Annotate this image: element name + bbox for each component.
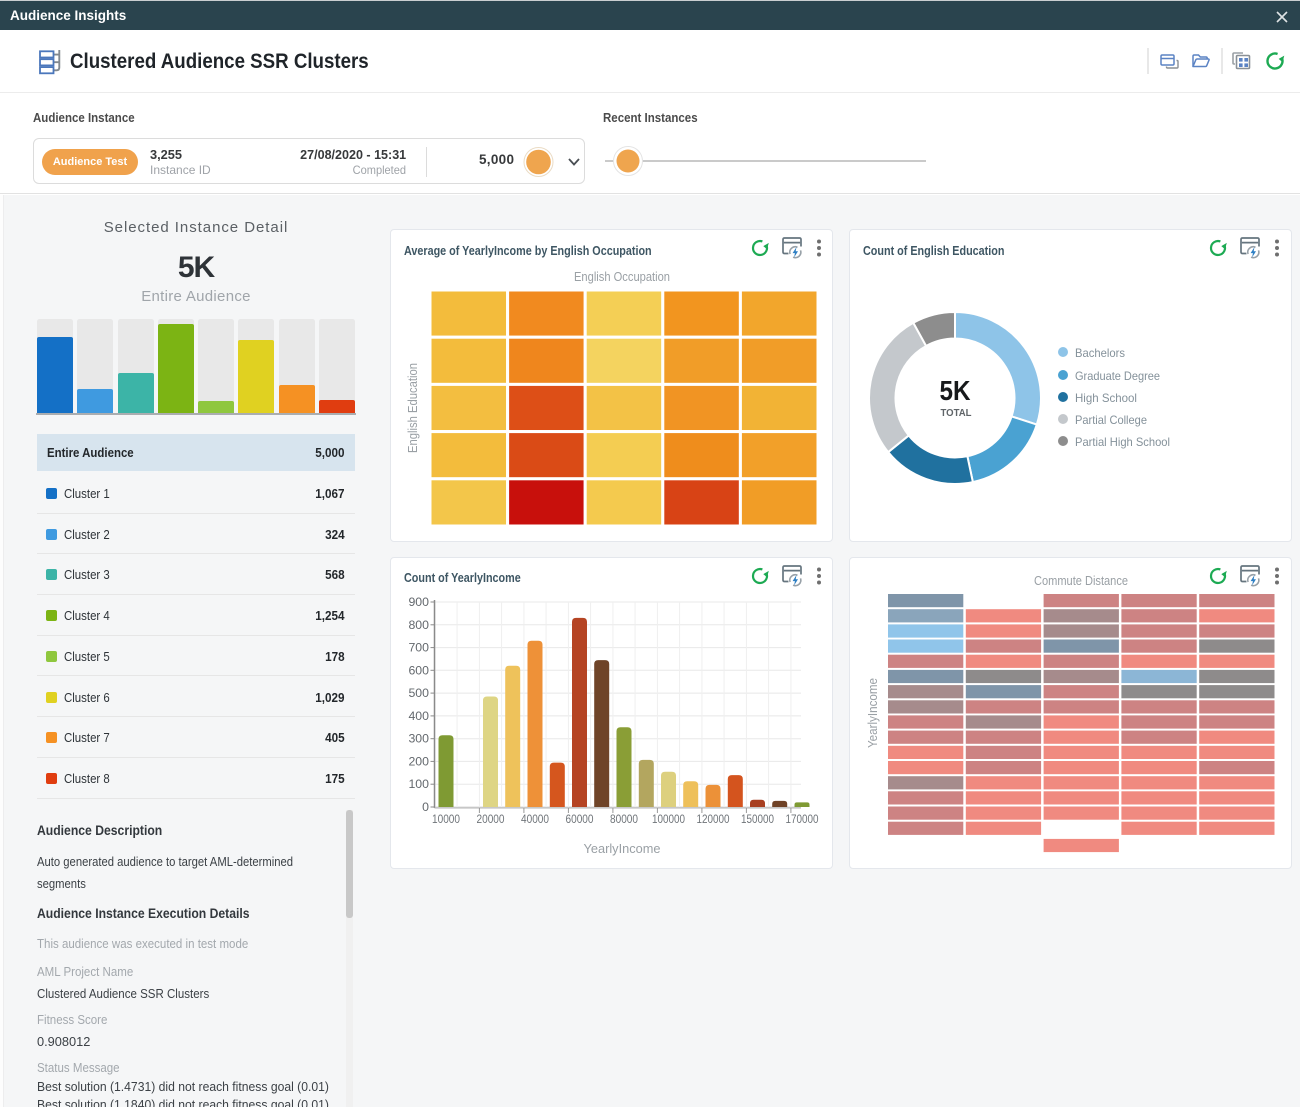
svg-text:400: 400: [408, 709, 429, 723]
svg-text:800: 800: [408, 618, 429, 632]
svg-text:Commute Distance: Commute Distance: [1034, 574, 1128, 588]
svg-text:20000: 20000: [477, 814, 505, 826]
svg-text:English Education: English Education: [406, 363, 420, 453]
svg-text:YearlyIncome: YearlyIncome: [584, 842, 661, 856]
svg-text:10000: 10000: [432, 814, 460, 826]
svg-text:900: 900: [408, 595, 429, 609]
svg-text:120000: 120000: [697, 814, 730, 826]
svg-text:5K: 5K: [940, 375, 971, 406]
svg-text:Partial High School: Partial High School: [1075, 435, 1170, 449]
svg-text:Partial College: Partial College: [1075, 413, 1147, 427]
svg-text:100000: 100000: [652, 814, 685, 826]
svg-text:80000: 80000: [610, 814, 638, 826]
svg-text:500: 500: [408, 686, 429, 700]
svg-text:300: 300: [408, 732, 429, 746]
svg-text:40000: 40000: [521, 814, 549, 826]
svg-text:700: 700: [408, 641, 429, 655]
svg-text:200: 200: [408, 754, 429, 768]
svg-text:600: 600: [408, 663, 429, 677]
svg-text:170000: 170000: [786, 814, 819, 826]
svg-text:Graduate Degree: Graduate Degree: [1075, 369, 1160, 383]
svg-text:High School: High School: [1075, 391, 1137, 405]
svg-text:TOTAL: TOTAL: [941, 407, 973, 419]
svg-text:100: 100: [408, 777, 429, 791]
svg-text:YearlyIncome: YearlyIncome: [866, 678, 880, 748]
svg-text:150000: 150000: [741, 814, 774, 826]
svg-text:60000: 60000: [566, 814, 594, 826]
svg-text:Bachelors: Bachelors: [1075, 346, 1125, 360]
svg-text:0: 0: [422, 800, 429, 814]
svg-text:English Occupation: English Occupation: [574, 270, 670, 284]
